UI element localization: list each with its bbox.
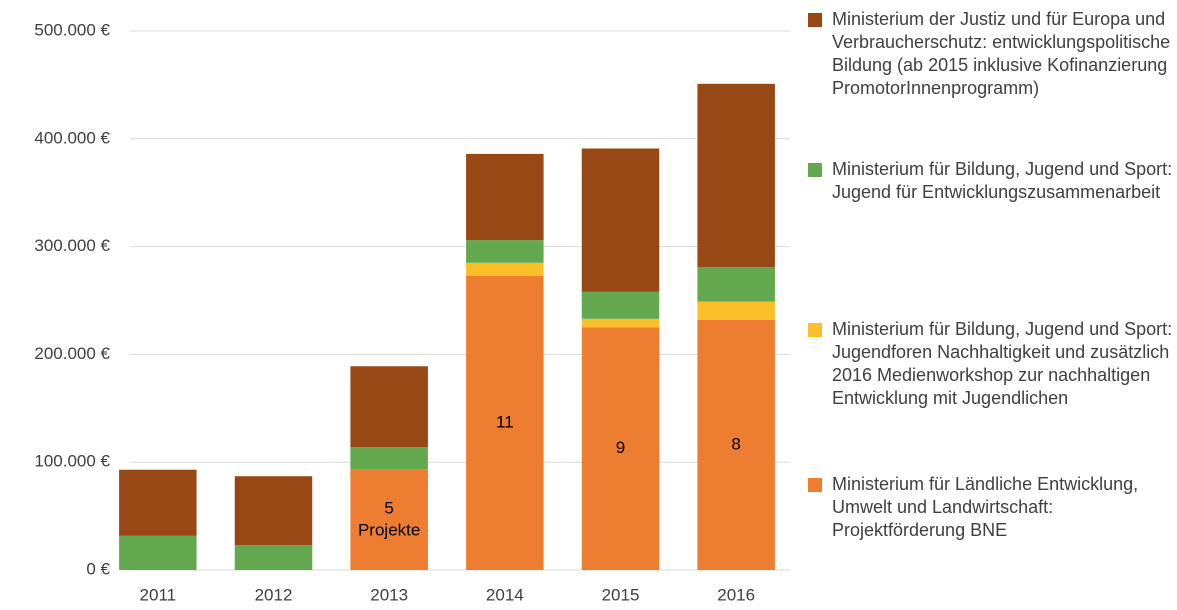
annotation: 8 — [731, 434, 740, 453]
legend-entry: Ministerium für Ländliche Entwicklung, U… — [808, 473, 1173, 542]
legend-entry: Ministerium für Bildung, Jugend und Spor… — [808, 318, 1173, 410]
y-tick-label: 300.000 € — [34, 236, 110, 255]
bar-segment — [697, 83, 775, 268]
annotation: 9 — [616, 438, 625, 457]
legend-label: Ministerium für Bildung, Jugend und Spor… — [832, 319, 1173, 408]
y-tick-label: 200.000 € — [34, 344, 110, 363]
legend-entry: Ministerium der Justiz und für Europa un… — [808, 8, 1173, 100]
bar-segment — [581, 291, 660, 319]
x-tick-label: 2015 — [602, 585, 640, 604]
legend-swatch — [808, 478, 822, 492]
bar-segment — [466, 240, 544, 263]
x-tick-label: 2012 — [255, 585, 293, 604]
legend-label: Ministerium für Ländliche Entwicklung, U… — [832, 474, 1139, 540]
y-tick-label: 0 € — [86, 559, 110, 578]
x-tick-label: 2011 — [140, 585, 177, 604]
bar-segment — [581, 318, 660, 328]
plot: 0 € 100.000 € 200.000 € 300.000 € 400.000 € 5… — [34, 20, 790, 604]
annotation: 5 — [384, 498, 393, 517]
bar-segment — [350, 366, 428, 448]
bar-segment — [350, 469, 428, 570]
x-tick-label: 2014 — [486, 585, 524, 604]
legend-swatch — [808, 13, 822, 27]
bar-segment — [234, 476, 313, 546]
bar-segment — [350, 447, 428, 470]
legend-label: Ministerium der Justiz und für Europa un… — [832, 9, 1171, 98]
bar-segment — [581, 327, 660, 570]
legend-swatch — [808, 323, 822, 337]
y-tick-label: 400.000 € — [34, 128, 110, 147]
bar-segment — [119, 535, 197, 570]
annotation: 11 — [496, 412, 514, 431]
bar-segment — [234, 545, 313, 570]
legend-label: Ministerium für Bildung, Jugend und Spor… — [832, 159, 1173, 202]
x-tick-label: 2013 — [370, 585, 408, 604]
bar-segment — [466, 262, 544, 276]
legend-swatch — [808, 163, 822, 177]
annotation: Projekte — [358, 520, 420, 539]
y-tick-label: 500.000 € — [34, 20, 110, 39]
y-tick-label: 100.000 € — [34, 452, 110, 471]
bar-segment — [697, 319, 775, 570]
legend-entry: Ministerium für Bildung, Jugend und Spor… — [808, 158, 1173, 204]
bar-segment — [697, 301, 775, 320]
x-tick-label: 2016 — [717, 585, 755, 604]
bar-segment — [119, 469, 197, 536]
bar-segment — [466, 275, 544, 570]
bar-segment — [581, 148, 660, 292]
bar-segment — [697, 267, 775, 302]
bar-segment — [466, 153, 544, 241]
